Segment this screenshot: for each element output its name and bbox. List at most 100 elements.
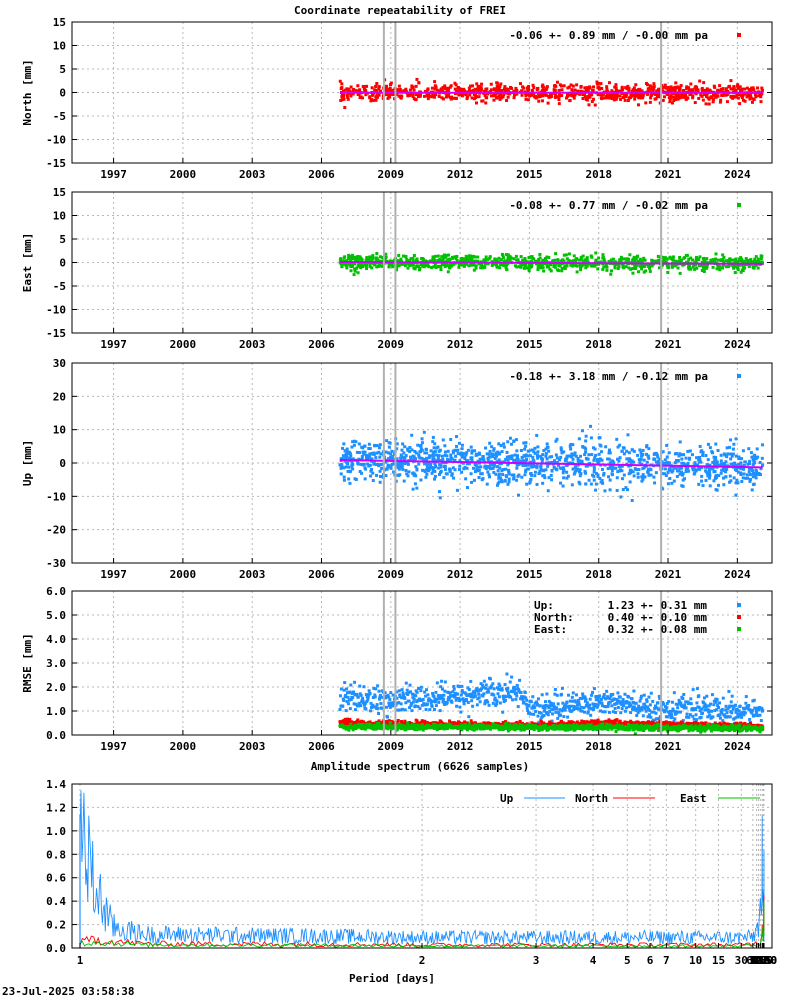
data-point (440, 454, 444, 458)
data-point (708, 467, 712, 471)
data-point (541, 83, 545, 87)
data-point (512, 96, 516, 100)
data-point (374, 456, 378, 460)
data-point (488, 455, 492, 459)
data-point (640, 454, 644, 458)
data-point (627, 96, 631, 100)
data-point (457, 93, 461, 97)
data-point (574, 454, 578, 458)
data-point (691, 89, 695, 93)
data-point (377, 262, 381, 266)
rmse-point-up (374, 687, 378, 691)
data-point (591, 89, 595, 93)
rmse-point-up (454, 698, 458, 702)
data-point (419, 447, 423, 451)
data-point (340, 82, 344, 86)
data-point (450, 256, 454, 260)
rmse-point-up (563, 708, 567, 712)
data-point (654, 259, 658, 263)
data-point (554, 252, 558, 256)
data-point (711, 460, 715, 464)
data-point (738, 89, 742, 93)
rmse-point-up (564, 703, 568, 707)
data-point (576, 456, 580, 460)
data-point (490, 452, 494, 456)
data-point (405, 258, 409, 262)
rmse-point-up (534, 709, 538, 713)
data-point (575, 270, 579, 274)
data-point (425, 462, 429, 466)
data-point (587, 453, 591, 457)
data-point (641, 473, 645, 477)
data-point (403, 456, 407, 460)
rmse-point-up (388, 705, 392, 709)
rmse-point-up (469, 695, 473, 699)
data-point (387, 95, 391, 99)
data-point (339, 457, 343, 461)
data-point (411, 263, 415, 267)
data-point (451, 449, 455, 453)
data-point (506, 440, 510, 444)
data-point (492, 447, 496, 451)
x-tick-label: 2018 (585, 568, 612, 581)
data-point (677, 259, 681, 263)
data-point (512, 475, 516, 479)
data-point (639, 264, 643, 268)
x-tick-label: 2018 (585, 338, 612, 351)
x-tick-label: 2015 (516, 338, 543, 351)
data-point (553, 88, 557, 92)
data-point (748, 479, 752, 483)
data-point (725, 455, 729, 459)
data-point (422, 94, 426, 98)
rmse-point-up (416, 705, 420, 709)
rmse-point-up (582, 706, 586, 710)
rmse-point-up (550, 719, 554, 723)
data-point (462, 264, 466, 268)
rmse-point-up (408, 683, 412, 687)
rmse-point-up (632, 689, 636, 693)
rmse-point-up (515, 694, 519, 698)
data-point (464, 93, 468, 97)
data-point (630, 89, 634, 93)
data-point (550, 478, 554, 482)
data-point (656, 254, 660, 258)
rmse-point-up (520, 695, 524, 699)
rmse-point-up (369, 709, 373, 713)
y-tick-label: 15 (53, 186, 66, 199)
y-axis-label: North [mm] (21, 59, 34, 125)
data-point (647, 473, 651, 477)
data-point (526, 98, 530, 102)
data-point (594, 471, 598, 475)
data-point (505, 99, 509, 103)
data-point (720, 93, 724, 97)
data-point (482, 458, 486, 462)
rmse-point-up (754, 713, 758, 717)
data-point (683, 255, 687, 259)
data-point (536, 265, 540, 269)
data-point (351, 440, 355, 444)
data-point (565, 470, 569, 474)
data-point (572, 254, 576, 258)
rmse-point-up (596, 703, 600, 707)
rmse-point-up (397, 701, 401, 705)
rmse-point-up (565, 700, 569, 704)
data-point (624, 265, 628, 269)
rmse-point-up (708, 713, 712, 717)
rmse-point-up (439, 685, 443, 689)
data-point (647, 447, 651, 451)
data-point (755, 469, 759, 473)
data-point (634, 83, 638, 87)
data-point (560, 451, 564, 455)
data-point (387, 93, 391, 97)
data-point (375, 265, 379, 269)
data-point (458, 263, 462, 267)
data-point (439, 459, 443, 463)
data-point (471, 449, 475, 453)
data-point (497, 265, 501, 269)
data-point (528, 454, 532, 458)
data-point (637, 96, 641, 100)
rmse-point-up (656, 701, 660, 705)
legend-marker (737, 33, 741, 37)
rmse-point-up (627, 705, 631, 709)
data-point (524, 94, 528, 98)
